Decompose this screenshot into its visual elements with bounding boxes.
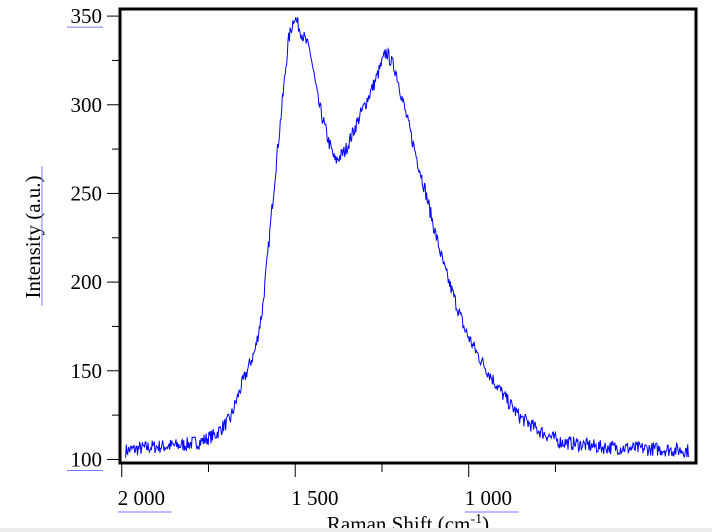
x-tick-label: 2 000 <box>118 486 165 510</box>
y-axis-label: Intensity (a.u.) <box>21 175 45 298</box>
axis-ticks <box>107 15 556 477</box>
plot-frame <box>118 7 698 465</box>
spectrum-line <box>125 16 690 458</box>
y-tick-label: 150 <box>71 359 103 383</box>
y-tick-label: 200 <box>71 270 103 294</box>
x-axis-label: Raman Shift (cm-1) <box>327 512 489 532</box>
x-axis-label-close: ) <box>482 512 489 532</box>
y-tick-label: 250 <box>71 181 103 205</box>
x-axis-label-sup: -1 <box>470 512 482 527</box>
y-tick-label: 300 <box>71 93 103 117</box>
y-tick-label: 350 <box>71 4 103 28</box>
tick-labels: 100 150 200 250 300 350 2 000 1 500 1 000 <box>67 4 519 513</box>
bottom-strip <box>0 528 712 532</box>
x-axis-label-main: Raman Shift (cm <box>327 512 470 532</box>
x-tick-label: 1 000 <box>465 486 512 510</box>
x-tick-label: 1 500 <box>291 486 338 510</box>
y-tick-label: 100 <box>71 447 103 471</box>
